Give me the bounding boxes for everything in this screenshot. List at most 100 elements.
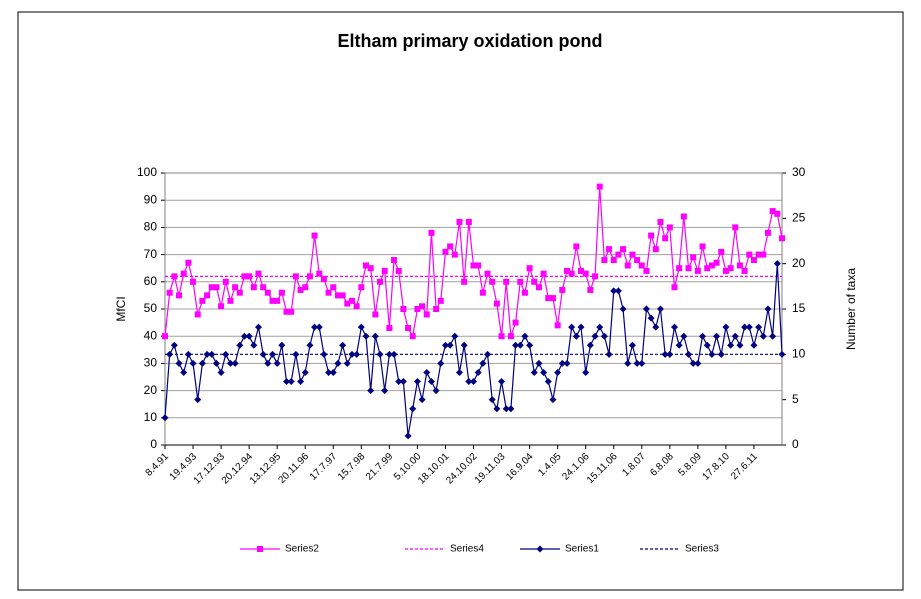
data-point <box>657 218 664 225</box>
data-point <box>764 305 772 313</box>
y-tick-label: 50 <box>144 301 158 315</box>
y2-tick-label: 30 <box>792 165 806 179</box>
data-point <box>442 248 449 255</box>
data-point <box>493 300 500 307</box>
data-point <box>409 333 416 340</box>
data-point <box>507 405 515 413</box>
data-point <box>521 289 528 296</box>
data-point <box>773 260 781 268</box>
data-point <box>161 414 169 422</box>
data-point <box>638 359 646 367</box>
data-point <box>348 297 355 304</box>
data-point <box>642 305 650 313</box>
y2-tick-label: 0 <box>792 437 799 451</box>
data-point <box>568 270 575 277</box>
data-point <box>311 323 319 331</box>
data-point <box>353 303 360 310</box>
data-point <box>516 341 524 349</box>
data-point <box>381 387 389 395</box>
data-point <box>544 378 552 386</box>
data-point <box>624 262 631 269</box>
y-tick-label: 70 <box>144 247 158 261</box>
data-point <box>288 308 295 315</box>
data-point <box>676 265 683 272</box>
data-point <box>568 323 576 331</box>
data-point <box>362 262 369 269</box>
data-point <box>320 276 327 283</box>
data-point <box>484 270 491 277</box>
legend-label: Series4 <box>450 544 484 555</box>
data-point <box>437 297 444 304</box>
data-point <box>185 259 192 266</box>
data-point <box>278 289 285 296</box>
data-point <box>634 257 641 264</box>
data-point <box>194 311 201 318</box>
data-point <box>563 267 570 274</box>
y-tick-label: 90 <box>144 192 158 206</box>
data-point <box>437 359 445 367</box>
data-point <box>704 265 711 272</box>
data-point <box>358 284 365 291</box>
data-point <box>273 359 281 367</box>
data-point <box>680 332 688 340</box>
data-point <box>680 213 687 220</box>
data-point <box>460 341 468 349</box>
data-point <box>619 305 627 313</box>
y2-tick-label: 5 <box>792 392 799 406</box>
data-point <box>357 323 365 331</box>
data-point <box>274 297 281 304</box>
data-point <box>198 359 206 367</box>
data-point <box>685 265 692 272</box>
legend-marker <box>257 546 263 552</box>
data-point <box>226 359 234 367</box>
data-point <box>577 323 585 331</box>
data-point <box>610 287 618 295</box>
data-point <box>190 278 197 285</box>
data-point <box>760 251 767 258</box>
data-point <box>423 368 431 376</box>
data-point <box>559 286 566 293</box>
data-point <box>432 387 440 395</box>
data-point <box>255 270 262 277</box>
data-point <box>231 359 239 367</box>
y-tick-label: 20 <box>144 383 158 397</box>
y-tick-label: 100 <box>137 165 157 179</box>
data-point <box>427 378 435 386</box>
data-point <box>428 229 435 236</box>
data-point <box>455 368 463 376</box>
data-point <box>689 359 697 367</box>
y-tick-label: 60 <box>144 274 158 288</box>
data-point <box>475 262 482 269</box>
data-point <box>540 368 548 376</box>
data-point <box>535 359 543 367</box>
data-point <box>694 267 701 274</box>
data-point <box>461 278 468 285</box>
data-point <box>779 235 785 242</box>
data-point <box>549 396 557 404</box>
data-point <box>732 224 739 231</box>
data-point <box>769 332 777 340</box>
data-point <box>297 286 304 293</box>
data-point <box>586 341 594 349</box>
data-point <box>600 332 608 340</box>
data-point <box>545 295 552 302</box>
data-point <box>699 243 706 250</box>
data-point <box>493 405 501 413</box>
data-point <box>759 332 767 340</box>
data-point <box>315 323 323 331</box>
data-point <box>278 341 286 349</box>
data-point <box>731 332 739 340</box>
data-point <box>638 262 645 269</box>
data-point <box>470 378 477 386</box>
data-point <box>675 341 683 349</box>
data-point <box>405 325 412 332</box>
data-point <box>530 368 538 376</box>
data-point <box>334 359 342 367</box>
data-point <box>713 332 721 340</box>
data-point <box>409 405 417 413</box>
data-point <box>227 297 234 304</box>
data-point <box>250 341 258 349</box>
data-point <box>648 232 655 239</box>
data-point <box>736 262 743 269</box>
